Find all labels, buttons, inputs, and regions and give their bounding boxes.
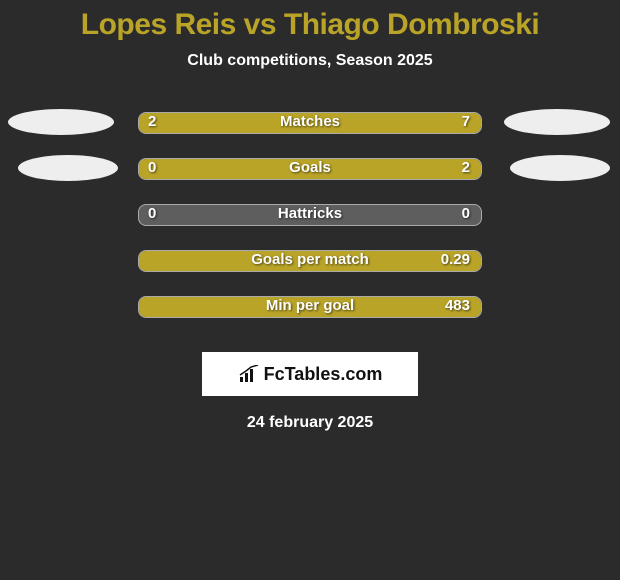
stat-row: 483Min per goal [0, 296, 620, 342]
value-right: 0.29 [441, 251, 470, 268]
stat-label: Hattricks [138, 205, 482, 222]
stat-row: 2 7Matches [0, 112, 620, 158]
stat-label: Matches [138, 113, 482, 130]
logo-box: FcTables.com [202, 352, 418, 396]
value-right: 2 [462, 159, 470, 176]
stat-label: Min per goal [138, 297, 482, 314]
value-right: 7 [462, 113, 470, 130]
team-flag-left [8, 109, 114, 135]
value-right: 0 [462, 205, 470, 222]
stat-row: 0 2Goals [0, 158, 620, 204]
subtitle: Club competitions, Season 2025 [0, 52, 620, 70]
value-right: 483 [445, 297, 470, 314]
comparison-card: Lopes Reis vs Thiago Dombroski Club comp… [0, 0, 620, 432]
bar-chart-icon [238, 365, 260, 383]
value-left: 2 [148, 113, 156, 130]
team-flag-right [510, 155, 610, 181]
team-flag-left [18, 155, 118, 181]
stat-label: Goals per match [138, 251, 482, 268]
date-label: 24 february 2025 [0, 414, 620, 432]
value-left: 0 [148, 159, 156, 176]
team-flag-right [504, 109, 610, 135]
logo-text: FcTables.com [264, 364, 383, 385]
page-title: Lopes Reis vs Thiago Dombroski [0, 8, 620, 42]
stat-label: Goals [138, 159, 482, 176]
stat-row: 0 0Hattricks [0, 204, 620, 250]
stat-row: 0.29Goals per match [0, 250, 620, 296]
stats-chart: 27Matches02Goals00Hattricks0.29Goals per… [0, 112, 620, 342]
value-left: 0 [148, 205, 156, 222]
